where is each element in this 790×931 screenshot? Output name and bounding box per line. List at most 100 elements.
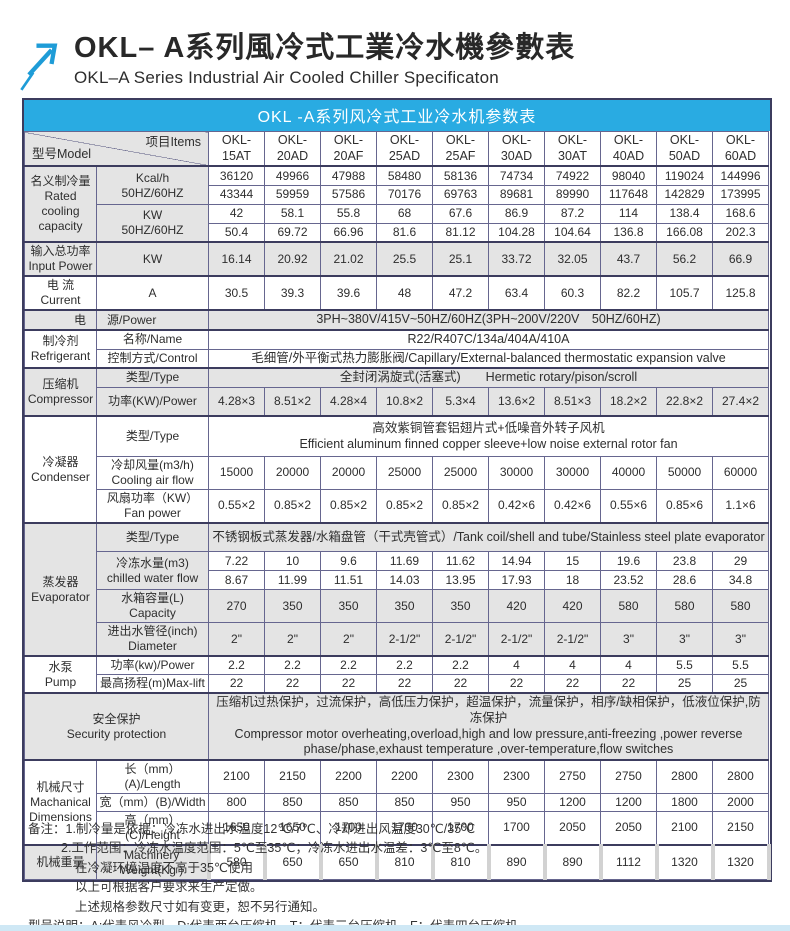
value-cell: 47.2 bbox=[432, 275, 489, 311]
value-cell: 25.5 bbox=[376, 241, 433, 277]
value-cell: 1700 bbox=[320, 810, 377, 846]
item-label-cell: 名称/Name bbox=[96, 328, 209, 350]
value-cell: 32.05 bbox=[544, 241, 601, 277]
value-cell: 1112 bbox=[598, 843, 659, 881]
value-cell: 42 bbox=[208, 203, 265, 224]
table-row: 压缩机 Compressor 类型/Type 全封闭涡旋式(活塞式) Hermeti… bbox=[24, 367, 769, 417]
value-cell: 69.72 bbox=[264, 222, 321, 243]
value-cell: 11.51 bbox=[320, 570, 377, 591]
value-cell: 30.5 bbox=[208, 275, 265, 311]
span-value-cell: 压缩机过热保护，过流保护，高低压力保护，超温保护，流量保护，相序/缺相保护，低液… bbox=[208, 692, 769, 761]
value-cell: 48 bbox=[376, 275, 433, 311]
value-cell: 1200 bbox=[600, 792, 657, 812]
item-label-cell: Machinery Weight(Kg ) bbox=[96, 843, 209, 881]
value-cell: 63.4 bbox=[488, 275, 545, 311]
value-cell: 173995 bbox=[712, 184, 769, 205]
value-cell: 30000 bbox=[544, 455, 601, 490]
unit-cell: KW bbox=[96, 241, 209, 277]
table-row: 8.67 11.99 11.51 14.03 13.95 17.93 18 23.52 28.6… bbox=[25, 570, 769, 591]
value-cell: 69763 bbox=[432, 184, 489, 205]
page-title: OKL– A系列風冷式工業冷水機參數表 bbox=[74, 32, 576, 64]
table-row: 冷冻水量(m3) chilled water flow 7.22 10 9.6 11.6… bbox=[25, 551, 769, 591]
value-cell: 2200 bbox=[376, 758, 433, 794]
unit-cell: A bbox=[96, 275, 209, 311]
note-line: 在冷凝环境温度不高于35℃使用 bbox=[75, 860, 253, 875]
value-cell: 5.3×4 bbox=[432, 386, 489, 417]
item-label-cell: 功率(KW)/Power bbox=[96, 386, 209, 417]
value-cell: 60000 bbox=[712, 455, 769, 490]
value-cell: 66.96 bbox=[320, 222, 377, 243]
value-cell: 25 bbox=[712, 674, 769, 694]
value-cell: 15000 bbox=[208, 455, 265, 490]
item-label-cell: 类型/Type bbox=[96, 415, 209, 457]
value-cell: 4.28×3 bbox=[208, 386, 265, 417]
value-cell: 30000 bbox=[488, 455, 545, 490]
value-cell: 22.8×2 bbox=[656, 386, 713, 417]
group-label-cell: 水泵 Pump bbox=[24, 655, 97, 694]
note-line: 以上可根据客户要求来生产定做。 bbox=[75, 880, 263, 895]
table-row: 蒸发器 Evaporator 类型/Type 不锈钢板式蒸发器/水箱盘管（干式壳管式… bbox=[24, 521, 769, 657]
value-cell: 89681 bbox=[488, 184, 545, 205]
item-label-cell: KW 50HZ/60HZ bbox=[96, 203, 209, 243]
value-cell: 3" bbox=[656, 622, 713, 657]
item-label-cell: 类型/Type bbox=[96, 367, 209, 388]
table-row: KW 50HZ/60HZ 42 58.1 55.8 68 67.6 86.9 87.2 114 1… bbox=[25, 203, 769, 243]
model-header-cell: OKL- 25AF bbox=[432, 131, 489, 167]
group-label-cell: 名义制冷量 Rated cooling capacity bbox=[24, 165, 97, 243]
value-cell: 22 bbox=[376, 674, 433, 694]
value-cell: 13.6×2 bbox=[488, 386, 545, 417]
value-cell: 2-1/2" bbox=[544, 622, 601, 657]
value-cell: 49966 bbox=[264, 165, 321, 186]
span-value-cell: 不锈钢板式蒸发器/水箱盘管（干式壳管式）/Tank coil/shell and… bbox=[208, 521, 769, 553]
table-row: 50.4 69.72 66.96 81.6 81.12 104.28 104.64 136.8… bbox=[25, 222, 769, 243]
value-cell: 2-1/2" bbox=[432, 622, 489, 657]
value-cell: 58136 bbox=[432, 165, 489, 186]
value-cell: 2200 bbox=[320, 758, 377, 794]
value-cell: 66.9 bbox=[712, 241, 769, 277]
value-cell: 5.5 bbox=[656, 655, 713, 676]
value-cell: 20000 bbox=[264, 455, 321, 490]
value-cell: 22 bbox=[488, 674, 545, 694]
model-header-cell: OKL- 60AD bbox=[712, 131, 769, 167]
arrow-up-right-icon bbox=[20, 43, 58, 91]
table-row: 机械尺寸 Machanical Dimensions 长（mm）(A)/Lengt… bbox=[24, 758, 769, 846]
value-cell: 81.6 bbox=[376, 222, 433, 243]
value-cell: 15 bbox=[544, 551, 601, 572]
value-cell: 2" bbox=[264, 622, 321, 657]
value-cell: 138.4 bbox=[656, 203, 713, 224]
value-cell: 22 bbox=[544, 674, 601, 694]
value-cell: 67.6 bbox=[432, 203, 489, 224]
value-cell: 104.64 bbox=[544, 222, 601, 243]
value-cell: 16.14 bbox=[208, 241, 265, 277]
spec-table: OKL -A系列风冷式工业冷水机参数表 型号Model 项目Items OKL- 1… bbox=[22, 98, 772, 883]
value-cell: 2300 bbox=[432, 758, 489, 794]
table-row: 制冷剂 Refrigerant 名称/Name R22/R407C/134a/404… bbox=[24, 328, 769, 369]
value-cell: 2.2 bbox=[320, 655, 377, 676]
value-cell: 39.6 bbox=[320, 275, 377, 311]
value-cell: 119024 bbox=[656, 165, 713, 186]
value-cell: 25000 bbox=[376, 455, 433, 490]
note-line: 备注：1.制冷量是依据：冷冻水进出水温度12℃/7℃、冷却进出风温度30℃/35… bbox=[28, 822, 476, 836]
value-cell: 0.55×2 bbox=[208, 488, 265, 524]
value-cell: 105.7 bbox=[656, 275, 713, 311]
value-cell: 202.3 bbox=[712, 222, 769, 243]
value-cell: 87.2 bbox=[544, 203, 601, 224]
value-cell: 350 bbox=[320, 589, 377, 624]
value-cell: 270 bbox=[208, 589, 265, 624]
value-cell: 14.03 bbox=[376, 570, 433, 591]
value-cell: 350 bbox=[264, 589, 321, 624]
table-row: 电 流 Current A 30.5 39.3 39.6 48 47.2 63.4 60.3 82… bbox=[24, 275, 769, 311]
value-cell: 0.42×6 bbox=[488, 488, 545, 524]
value-cell: 1320 bbox=[654, 843, 715, 881]
value-cell: 350 bbox=[376, 589, 433, 624]
value-cell: 29 bbox=[712, 551, 769, 572]
page-header: OKL– A系列風冷式工業冷水機參數表 OKL–A Series Industr… bbox=[18, 32, 575, 92]
value-cell: 1700 bbox=[376, 810, 433, 846]
bottom-accent-bar bbox=[0, 925, 790, 931]
value-cell: 27.4×2 bbox=[712, 386, 769, 417]
value-cell: 8.67 bbox=[208, 570, 265, 591]
value-cell: 43344 bbox=[208, 184, 265, 205]
table-row: 水箱容量(L) Capacity 270 350 350 350 350 420 420 580… bbox=[25, 589, 769, 624]
group-label-cell: 蒸发器 Evaporator bbox=[24, 521, 97, 657]
value-cell: 168.6 bbox=[712, 203, 769, 224]
